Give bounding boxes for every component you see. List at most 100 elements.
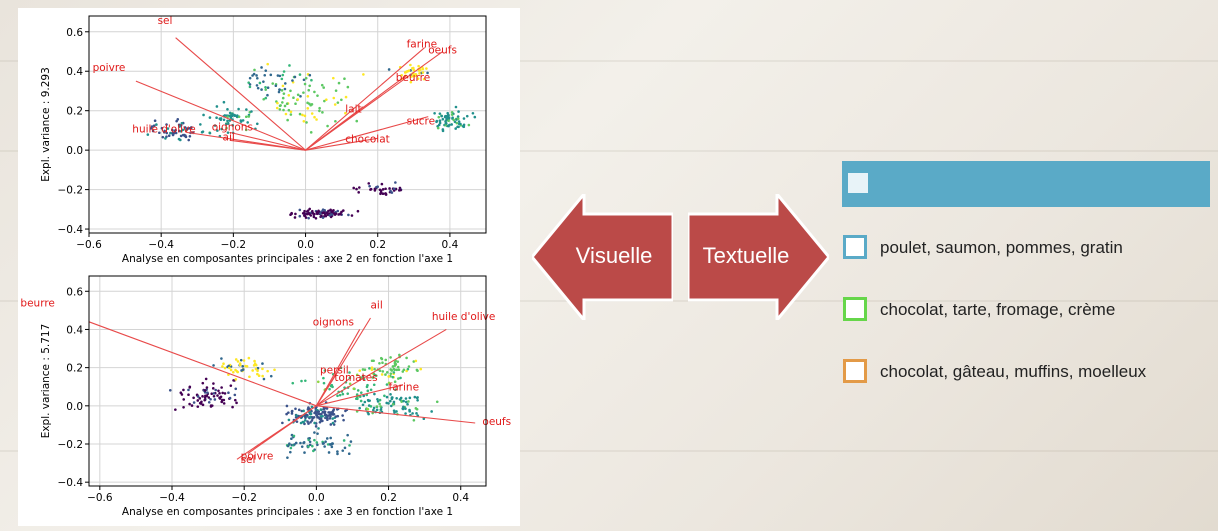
- scatter-point: [352, 186, 356, 190]
- scatter-point: [303, 418, 307, 422]
- scatter-point: [233, 113, 236, 117]
- scatter-point: [379, 405, 382, 408]
- scatter-point: [288, 442, 291, 446]
- scatter-point: [419, 367, 423, 371]
- y-tick-label: −0.4: [58, 477, 84, 489]
- scatter-point: [396, 365, 400, 369]
- scatter-point: [161, 135, 165, 139]
- scatter-point: [188, 134, 192, 138]
- scatter-point: [407, 400, 410, 403]
- scatter-point: [255, 122, 259, 126]
- scatter-point: [347, 213, 350, 217]
- x-tick-label: 0.2: [369, 239, 386, 251]
- scatter-point: [370, 366, 374, 369]
- background-texture: [0, 150, 1218, 152]
- scatter-point: [325, 416, 329, 419]
- y-tick-label: −0.2: [58, 439, 84, 451]
- scatter-point: [361, 403, 365, 407]
- scatter-point: [359, 376, 363, 379]
- scatter-point: [343, 446, 347, 450]
- legend-header-square: [848, 173, 868, 193]
- scatter-point: [173, 129, 177, 133]
- scatter-point: [183, 133, 186, 137]
- scatter-point: [325, 437, 329, 440]
- scatter-point: [235, 401, 238, 405]
- scatter-point: [167, 134, 171, 138]
- scatter-point: [226, 119, 229, 123]
- scatter-point: [319, 417, 323, 421]
- scatter-point: [293, 75, 297, 79]
- scatter-point: [402, 368, 406, 372]
- loading-vector-ail: [229, 139, 306, 151]
- scatter-point: [261, 374, 264, 378]
- scatter-point: [332, 76, 335, 80]
- loading-vector-persil: [315, 371, 339, 407]
- scatter-point: [206, 391, 209, 394]
- scatter-point: [165, 131, 169, 135]
- scatter-point: [359, 391, 363, 394]
- visual-label: Visuelle: [575, 243, 653, 268]
- scatter-point: [437, 115, 441, 119]
- scatter-point: [256, 369, 259, 373]
- scatter-point: [275, 106, 279, 110]
- background-texture: [0, 450, 1218, 452]
- legend-header-bar: [842, 161, 1210, 207]
- scatter-point: [327, 411, 330, 414]
- scatter-point: [212, 382, 215, 385]
- scatter-point: [334, 212, 338, 215]
- scatter-point: [378, 402, 381, 406]
- loading-vector-tomates: [316, 378, 350, 407]
- scatter-point: [317, 412, 321, 416]
- scatter-point: [329, 423, 333, 426]
- scatter-point: [368, 184, 371, 188]
- scatter-point: [455, 121, 459, 125]
- x-tick-label: 0.4: [442, 239, 459, 251]
- scatter-point: [384, 187, 387, 191]
- scatter-point: [186, 127, 189, 131]
- scatter-point: [306, 95, 310, 98]
- scatter-point: [322, 381, 326, 385]
- scatter-point: [306, 420, 309, 423]
- scatter-point: [316, 94, 319, 97]
- scatter-point: [298, 214, 302, 218]
- scatter-point: [387, 375, 391, 378]
- x-tick-label: −0.6: [87, 492, 113, 504]
- scatter-point: [236, 360, 240, 363]
- scatter-point: [160, 126, 164, 130]
- scatter-point: [332, 412, 336, 416]
- scatter-point: [361, 368, 365, 371]
- loading-label: beurre: [396, 72, 430, 84]
- scatter-point: [362, 73, 365, 76]
- scatter-point: [369, 388, 373, 392]
- scatter-point: [175, 119, 178, 123]
- scatter-point: [367, 182, 371, 185]
- scatter-point: [324, 413, 328, 417]
- scatter-point: [467, 123, 471, 127]
- scatter-point: [207, 400, 211, 404]
- scatter-point: [290, 412, 294, 415]
- scatter-point: [381, 192, 385, 195]
- scatter-point: [242, 359, 246, 362]
- scatter-point: [247, 356, 251, 360]
- scatter-point: [328, 214, 332, 217]
- scatter-point: [317, 416, 320, 419]
- scatter-point: [171, 133, 175, 137]
- scatter-point: [311, 416, 315, 420]
- scatter-point: [319, 212, 322, 215]
- scatter-point: [238, 362, 242, 365]
- scatter-point: [290, 437, 293, 440]
- scatter-point: [229, 384, 233, 387]
- scatter-point: [358, 186, 361, 189]
- scatter-point: [328, 413, 332, 416]
- scatter-point: [348, 371, 351, 374]
- scatter-point: [346, 392, 350, 395]
- scatter-point: [309, 214, 313, 217]
- scatter-point: [218, 396, 221, 400]
- scatter-point: [322, 376, 325, 380]
- scatter-point: [384, 358, 388, 362]
- scatter-point: [178, 125, 181, 128]
- scatter-point: [395, 410, 398, 413]
- scatter-point: [397, 368, 401, 372]
- scatter-point: [212, 394, 216, 398]
